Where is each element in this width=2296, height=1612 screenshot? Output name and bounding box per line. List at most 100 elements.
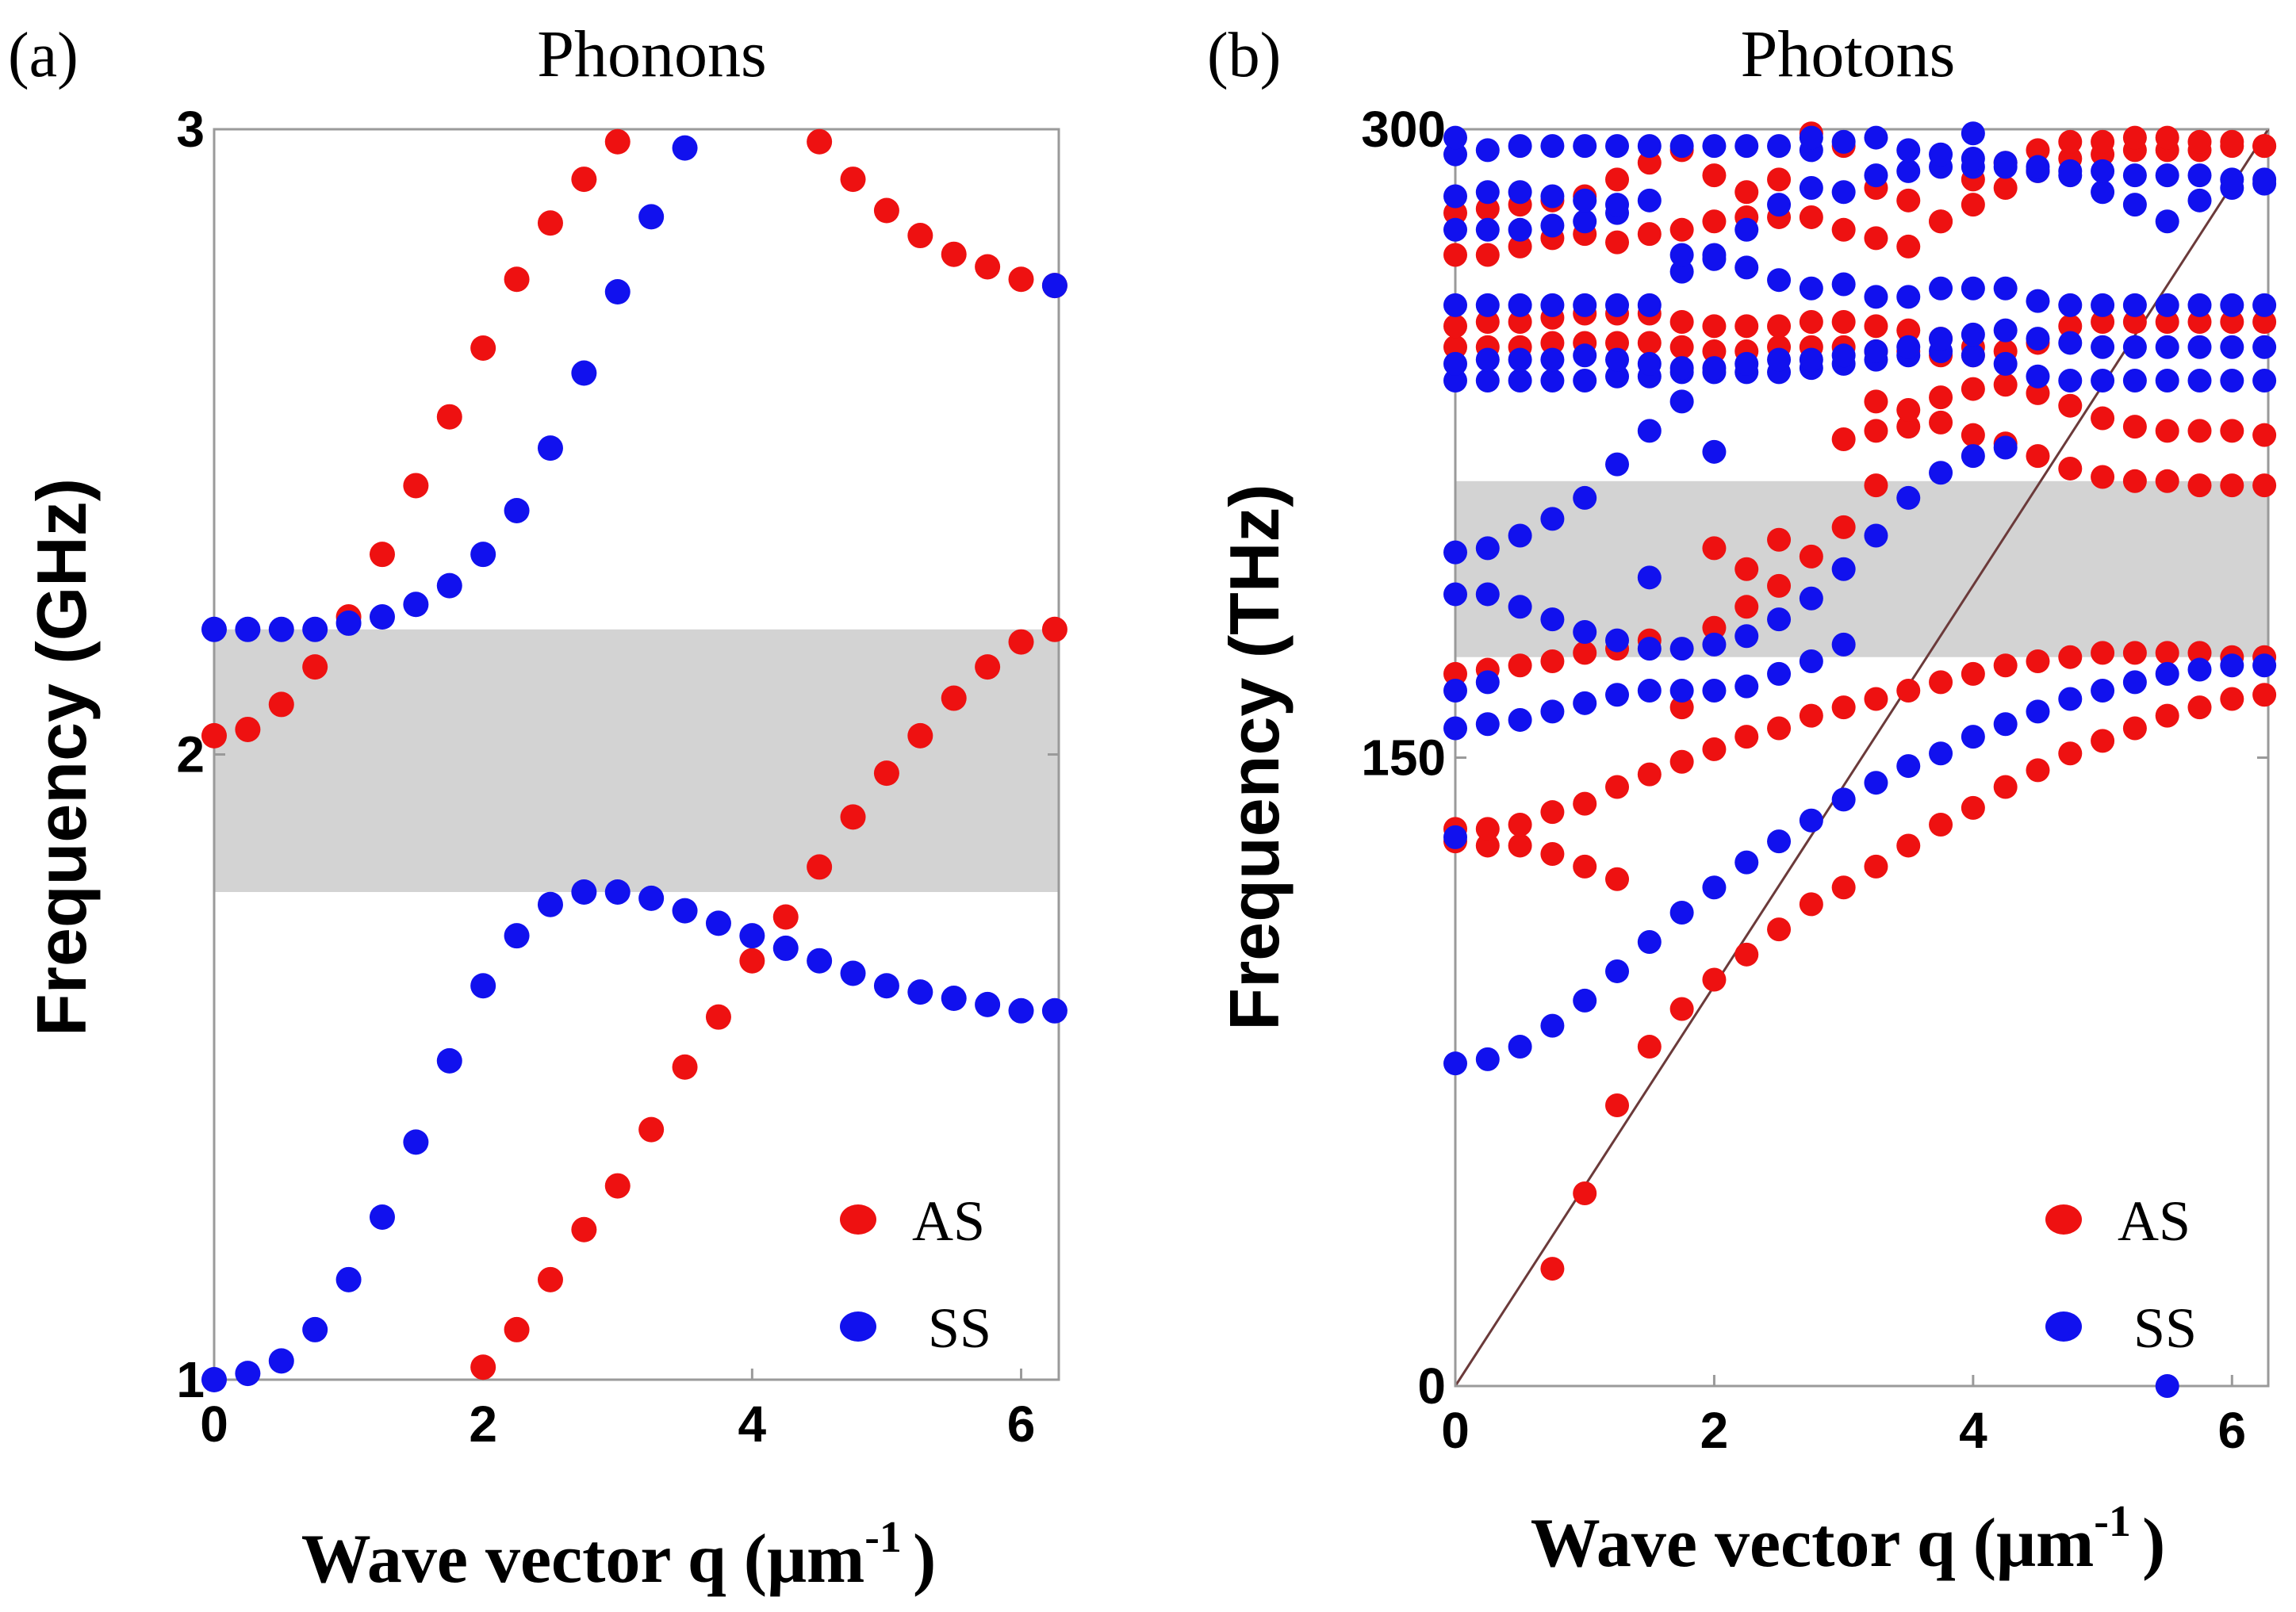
point-ss [302, 1316, 328, 1342]
point-as [1443, 661, 1467, 686]
x-tick-label: 2 [469, 1396, 497, 1453]
point-ss [1637, 351, 1662, 376]
x-tick-label: 6 [1007, 1396, 1036, 1453]
point-as [1637, 1035, 1662, 1059]
point-ss [1864, 163, 1888, 188]
point-ss [201, 616, 227, 642]
point-as [2155, 641, 2179, 665]
point-as [1702, 314, 1727, 339]
point-as [1864, 419, 1888, 443]
point-ss [1041, 997, 1068, 1024]
point-ss [1702, 247, 1727, 271]
point-ss [335, 610, 362, 636]
chart-title-a: Phonons [537, 17, 766, 91]
point-as [2091, 310, 2115, 335]
point-as [2220, 473, 2244, 498]
point-ss [1799, 276, 1823, 301]
point-ss [840, 960, 866, 986]
point-as [1573, 854, 1597, 879]
points-a [201, 128, 1068, 1392]
point-ss [1929, 276, 1953, 301]
point-as [2058, 314, 2083, 339]
point-ss [2091, 180, 2115, 205]
point-as [1669, 749, 1694, 774]
point-as [1864, 473, 1888, 498]
point-ss [1929, 327, 1953, 351]
x-axis-title-end-a: ) [913, 1521, 936, 1598]
x-tick-label: 2 [1700, 1402, 1729, 1459]
x-axis-title-main-b: Wave vector q (μm [1531, 1505, 2095, 1582]
point-as [1734, 557, 1759, 581]
point-as [1896, 318, 1921, 343]
point-ss [235, 1361, 261, 1387]
point-as [2091, 465, 2115, 489]
legend-marker-ss-b [2045, 1311, 2082, 1342]
point-as [1799, 205, 1823, 229]
point-as [470, 335, 496, 361]
point-as [2122, 415, 2147, 439]
point-as [807, 854, 833, 880]
point-as [1767, 573, 1792, 598]
point-ss [1443, 582, 1467, 607]
point-ss [1605, 628, 1630, 653]
point-as [1605, 331, 1630, 355]
point-ss [1443, 184, 1467, 209]
point-as [1993, 175, 2018, 200]
point-as [1702, 967, 1727, 992]
point-as [2187, 473, 2212, 498]
point-as [1702, 615, 1727, 640]
point-as [1929, 209, 1953, 234]
point-ss [1799, 808, 1823, 833]
y-axis-title-b: Frequency (THz) [1215, 484, 1294, 1030]
point-ss [1540, 347, 1565, 372]
point-ss [1637, 929, 1662, 954]
point-ss [436, 572, 462, 599]
point-as [504, 266, 530, 293]
x-tick-label: 6 [2218, 1402, 2247, 1459]
point-ss [1475, 180, 1500, 205]
point-as [1896, 188, 1921, 213]
point-ss [1637, 678, 1662, 703]
point-as [739, 948, 765, 974]
x-axis-title-sup-a: -1 [864, 1513, 902, 1562]
point-ss [2155, 163, 2179, 188]
point-ss [1573, 369, 1597, 392]
legend-label-as-a: AS [912, 1189, 985, 1253]
point-ss [1799, 125, 1823, 150]
point-ss [1475, 1047, 1500, 1071]
point-as [2252, 310, 2277, 335]
point-ss [1734, 255, 1759, 280]
point-ss [369, 1204, 395, 1230]
point-as [1864, 226, 1888, 251]
point-ss [2058, 331, 2083, 355]
point-as [975, 654, 1001, 680]
point-ss [1540, 699, 1565, 724]
point-as [1637, 331, 1662, 355]
point-as [1540, 331, 1565, 355]
point-ss [2091, 293, 2115, 317]
point-as [1637, 762, 1662, 787]
y-tick-label: 1 [176, 1351, 205, 1408]
point-ss [2155, 1374, 2179, 1398]
point-ss [2220, 653, 2244, 678]
point-as [1961, 795, 1985, 820]
point-as [1896, 415, 1921, 439]
point-as [840, 167, 866, 193]
point-ss [1508, 347, 1532, 372]
point-ss [2252, 335, 2277, 359]
point-ss [2187, 335, 2212, 359]
point-as [2058, 129, 2083, 154]
point-as [907, 722, 933, 749]
point-ss [1573, 209, 1597, 234]
point-as [1831, 217, 1856, 242]
point-ss [2122, 163, 2147, 188]
x-axis-title-end-b: ) [2142, 1505, 2165, 1582]
point-ss [2220, 167, 2244, 192]
point-ss [1475, 369, 1500, 392]
point-ss [1443, 293, 1467, 317]
point-ss [1864, 125, 1888, 150]
point-ss [1573, 988, 1597, 1013]
point-ss [1961, 725, 1985, 749]
point-ss [1508, 707, 1532, 732]
